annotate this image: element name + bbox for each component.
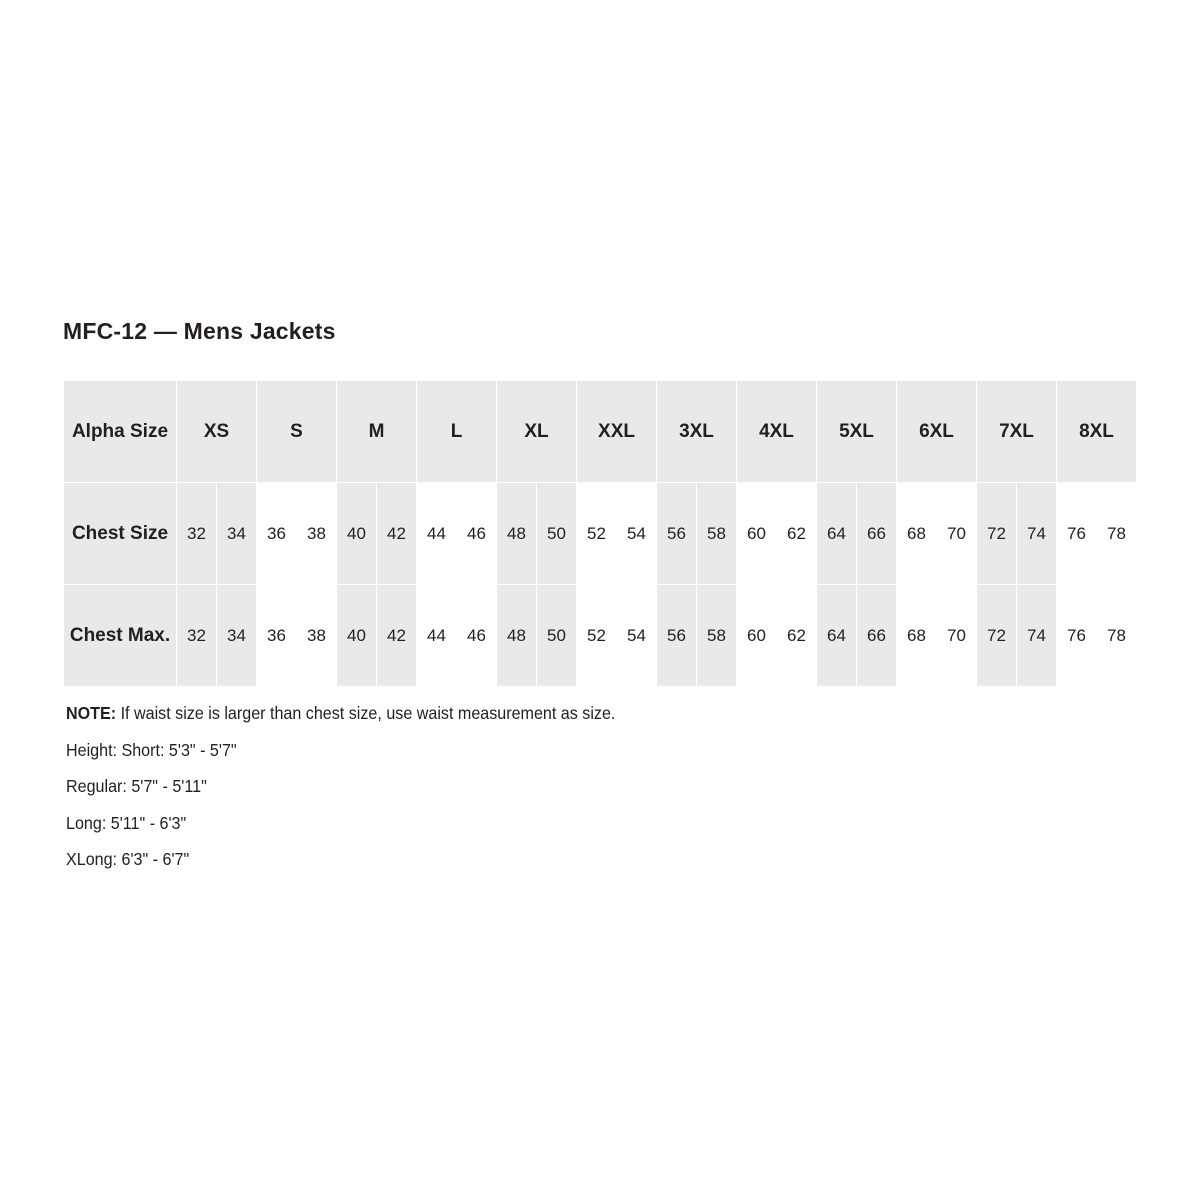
cell-chest-max-14: 60 <box>736 584 777 687</box>
cell-chest-max-0: 32 <box>176 584 217 687</box>
note-waist: NOTE: If waist size is larger than chest… <box>66 703 894 723</box>
alpha-size-s: S <box>256 380 337 483</box>
page-title: MFC-12 — Mens Jackets <box>63 318 336 344</box>
cell-chest-size-22: 76 <box>1056 482 1097 585</box>
cell-chest-max-21: 74 <box>1016 584 1057 687</box>
alpha-size-l: L <box>416 380 497 483</box>
cell-chest-max-10: 52 <box>576 584 617 687</box>
cell-chest-size-11: 54 <box>616 482 657 585</box>
note-height-long: Long: 5'11" - 6'3" <box>66 812 187 833</box>
cell-chest-size-14: 60 <box>736 482 777 585</box>
cell-chest-size-17: 66 <box>856 482 897 585</box>
alpha-size-7xl: 7XL <box>976 380 1057 483</box>
alpha-size-xl: XL <box>496 380 577 483</box>
cell-chest-max-3: 38 <box>296 584 337 687</box>
cell-chest-size-3: 38 <box>296 482 337 585</box>
cell-chest-max-19: 70 <box>936 584 977 687</box>
cell-chest-size-13: 58 <box>696 482 737 585</box>
alpha-size-m: M <box>336 380 417 483</box>
cell-chest-size-2: 36 <box>256 482 297 585</box>
cell-chest-size-18: 68 <box>896 482 937 585</box>
cell-chest-max-2: 36 <box>256 584 297 687</box>
table-row-chest-size: Chest Size 32 34 36 38 40 42 44 46 48 50 52 54 56 58 6… <box>63 482 1137 585</box>
cell-chest-size-21: 74 <box>1016 482 1057 585</box>
note-height-short: Height: Short: 5'3" - 5'7" <box>66 739 237 760</box>
cell-chest-max-6: 44 <box>416 584 457 687</box>
cell-chest-max-11: 54 <box>616 584 657 687</box>
cell-chest-size-8: 48 <box>496 482 537 585</box>
cell-chest-max-16: 64 <box>816 584 857 687</box>
size-chart-table: Alpha Size XS S M L XL XXL 3XL 4XL 5XL 6… <box>63 380 1137 687</box>
cell-chest-max-7: 46 <box>456 584 497 687</box>
cell-chest-size-16: 64 <box>816 482 857 585</box>
cell-chest-size-7: 46 <box>456 482 497 585</box>
note-height-xlong: XLong: 6'3" - 6'7" <box>66 849 190 869</box>
notes-block: NOTE: If waist size is larger than chest… <box>66 703 966 888</box>
cell-chest-max-8: 48 <box>496 584 537 687</box>
cell-chest-max-22: 76 <box>1056 584 1097 687</box>
cell-chest-max-15: 62 <box>776 584 817 687</box>
cell-chest-size-20: 72 <box>976 482 1017 585</box>
alpha-size-xs: XS <box>176 380 257 483</box>
cell-chest-size-10: 52 <box>576 482 617 585</box>
cell-chest-size-4: 40 <box>336 482 377 585</box>
table-row-alpha-size: Alpha Size XS S M L XL XXL 3XL 4XL 5XL 6… <box>63 380 1137 483</box>
alpha-size-3xl: 3XL <box>656 380 737 483</box>
cell-chest-size-19: 70 <box>936 482 977 585</box>
cell-chest-size-6: 44 <box>416 482 457 585</box>
row-header-alpha-size: Alpha Size <box>63 380 177 483</box>
cell-chest-max-4: 40 <box>336 584 377 687</box>
cell-chest-max-17: 66 <box>856 584 897 687</box>
cell-chest-max-12: 56 <box>656 584 697 687</box>
cell-chest-size-5: 42 <box>376 482 417 585</box>
cell-chest-max-13: 58 <box>696 584 737 687</box>
alpha-size-4xl: 4XL <box>736 380 817 483</box>
cell-chest-size-0: 32 <box>176 482 217 585</box>
cell-chest-max-9: 50 <box>536 584 577 687</box>
cell-chest-size-1: 34 <box>216 482 257 585</box>
cell-chest-max-20: 72 <box>976 584 1017 687</box>
cell-chest-max-23: 78 <box>1096 584 1137 687</box>
cell-chest-size-9: 50 <box>536 482 577 585</box>
alpha-size-xxl: XXL <box>576 380 657 483</box>
cell-chest-max-1: 34 <box>216 584 257 687</box>
row-header-chest-size: Chest Size <box>63 482 177 585</box>
note-label: NOTE: <box>66 703 117 723</box>
alpha-size-5xl: 5XL <box>816 380 897 483</box>
note-height-regular: Regular: 5'7" - 5'11" <box>66 776 207 796</box>
cell-chest-size-15: 62 <box>776 482 817 585</box>
alpha-size-8xl: 8XL <box>1056 380 1137 483</box>
row-header-chest-max: Chest Max. <box>63 584 177 687</box>
table-row-chest-max: Chest Max. 32 34 36 38 40 42 44 46 48 50 52 54 56 58 6… <box>63 584 1137 687</box>
cell-chest-max-5: 42 <box>376 584 417 687</box>
alpha-size-6xl: 6XL <box>896 380 977 483</box>
cell-chest-max-18: 68 <box>896 584 937 687</box>
note-text: If waist size is larger than chest size,… <box>116 703 616 723</box>
cell-chest-size-23: 78 <box>1096 482 1137 585</box>
cell-chest-size-12: 56 <box>656 482 697 585</box>
